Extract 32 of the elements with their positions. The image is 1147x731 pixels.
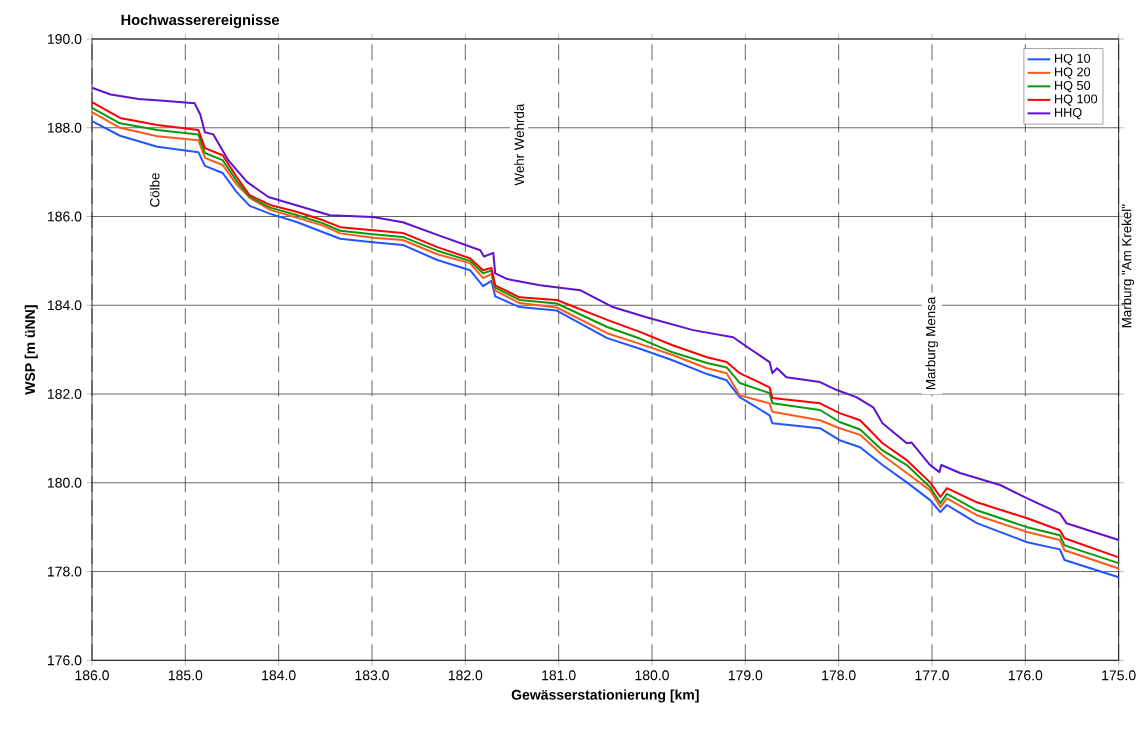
x-axis-title: Gewässerstationierung [km] xyxy=(511,689,699,703)
y-tick-label: 182.0 xyxy=(47,389,82,399)
annotation: Marburg Mensa xyxy=(925,296,938,390)
chart-title: Hochwasserereignisse xyxy=(121,14,280,29)
y-tick-label: 190.0 xyxy=(47,34,82,44)
x-tick-label: 177.0 xyxy=(915,670,949,681)
x-tick-label: 184.0 xyxy=(262,670,296,681)
y-tick-label: 188.0 xyxy=(47,122,82,133)
y-axis-title: WSP [m üNN] xyxy=(24,305,38,395)
y-tick-label: 180.0 xyxy=(47,477,82,488)
y-tick-label: 176.0 xyxy=(47,655,82,666)
x-tick-label: 181.0 xyxy=(542,670,576,681)
y-tick-label: 178.0 xyxy=(47,566,82,577)
annotation: Cölbe xyxy=(149,173,160,207)
y-tick-label: 184.0 xyxy=(47,300,82,311)
x-tick-label: 175.0 xyxy=(1102,670,1136,681)
legend-label: HHQ xyxy=(1055,107,1082,120)
x-tick-label: 176.0 xyxy=(1008,670,1043,681)
x-tick-label: 182.0 xyxy=(448,670,483,681)
x-tick-label: 183.0 xyxy=(355,670,389,681)
legend-label: HQ 50 xyxy=(1055,80,1091,93)
x-tick-label: 179.0 xyxy=(728,670,763,681)
legend-label: HQ 20 xyxy=(1055,67,1091,79)
text: Marburg "Am Krekel" xyxy=(1121,204,1135,328)
annotation: Wehr Wehrda xyxy=(514,103,524,186)
x-tick-label: 185.0 xyxy=(168,670,203,681)
legend-label: HQ 10 xyxy=(1055,53,1091,66)
x-tick-label: 186.0 xyxy=(75,670,109,681)
x-tick-label: 178.0 xyxy=(822,670,856,681)
y-tick-label: 186.0 xyxy=(47,211,82,222)
legend-label: HQ 100 xyxy=(1055,94,1098,106)
x-tick-label: 180.0 xyxy=(635,670,669,681)
